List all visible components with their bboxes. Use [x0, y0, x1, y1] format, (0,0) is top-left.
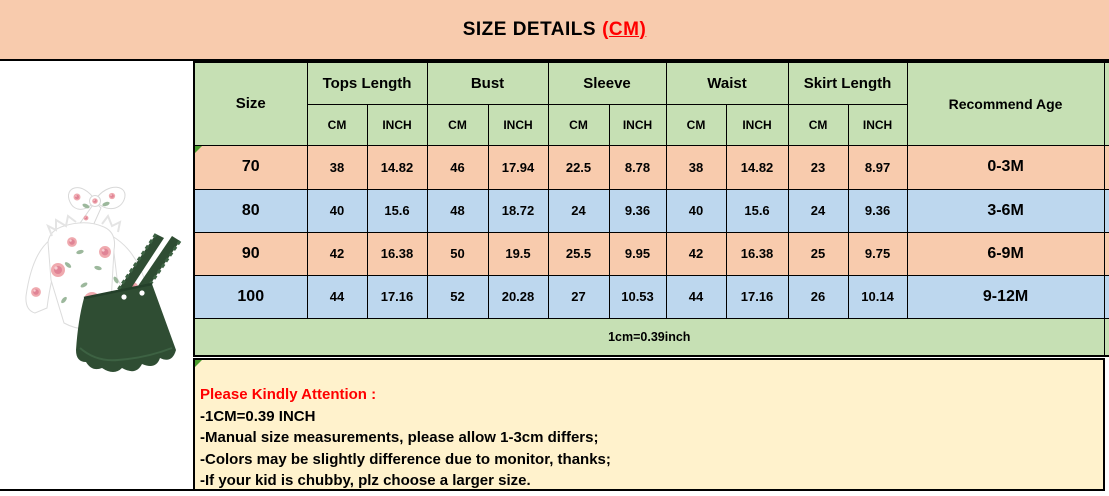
skirt-button — [139, 290, 145, 296]
cell-size: 100 — [193, 274, 308, 319]
cell-value: 38 — [306, 144, 368, 190]
subheader-inch: INCH — [487, 103, 549, 146]
cell-value: 26 — [787, 274, 849, 319]
cell-value: 25 — [787, 231, 849, 276]
cell-value: 10.53 — [608, 274, 667, 319]
cell-value: 23 — [787, 144, 849, 190]
cell-value: 10.14 — [847, 274, 908, 319]
cell-size: 70 — [193, 144, 308, 190]
cell-value: 46 — [426, 144, 489, 190]
table-edge-sliver — [1103, 231, 1109, 276]
product-photo-illustration — [25, 186, 182, 372]
page-title-unit: (CM) — [602, 18, 647, 40]
cell-value: 16.38 — [725, 231, 789, 276]
header-bust: Bust — [426, 61, 549, 105]
table-edge-sliver — [1103, 317, 1109, 357]
cell-value: 9.36 — [847, 188, 908, 233]
cell-value: 48 — [426, 188, 489, 233]
subheader-cm: CM — [426, 103, 489, 146]
cell-value: 9.36 — [608, 188, 667, 233]
cell-value: 15.6 — [366, 188, 428, 233]
header-size: Size — [193, 61, 308, 146]
table-row-size-70: 70 38 14.82 46 17.94 22.5 8.78 38 14.82 … — [193, 144, 1109, 190]
cell-value: 14.82 — [366, 144, 428, 190]
table-header-row: Size Tops Length Bust Sleeve Waist Skirt… — [193, 61, 1109, 146]
cell-value: 24 — [787, 188, 849, 233]
cell-value: 44 — [665, 274, 727, 319]
cell-value: 42 — [306, 231, 368, 276]
attention-box: Please Kindly Attention : -1CM=0.39 INCH… — [193, 358, 1105, 491]
cell-value: 15.6 — [725, 188, 789, 233]
subheader-cm: CM — [787, 103, 849, 146]
cell-value: 17.16 — [366, 274, 428, 319]
suspender-skirt-icon — [76, 233, 182, 372]
cell-value: 38 — [665, 144, 727, 190]
cell-value: 40 — [665, 188, 727, 233]
cell-value: 52 — [426, 274, 489, 319]
attention-line: -Colors may be slightly difference due t… — [200, 450, 611, 468]
header-sleeve: Sleeve — [547, 61, 667, 105]
cell-age: 3-6M — [906, 188, 1105, 233]
table-edge-sliver — [1103, 61, 1109, 146]
cell-value: 9.75 — [847, 231, 908, 276]
cell-value: 25.5 — [547, 231, 610, 276]
header-waist: Waist — [665, 61, 789, 105]
product-photo — [6, 170, 188, 388]
cell-value: 8.78 — [608, 144, 667, 190]
header-recommend-age: Recommend Age — [906, 61, 1105, 146]
cell-value: 17.94 — [487, 144, 549, 190]
cell-value: 8.97 — [847, 144, 908, 190]
subheader-inch: INCH — [725, 103, 789, 146]
subheader-cm: CM — [306, 103, 368, 146]
skirt-button — [121, 294, 127, 300]
cell-size: 90 — [193, 231, 308, 276]
page-title: SIZE DETAILS (CM) — [463, 19, 647, 41]
headband-bow-icon — [68, 186, 126, 229]
table-edge-sliver — [1103, 144, 1109, 190]
cell-age: 9-12M — [906, 274, 1105, 319]
cell-size: 80 — [193, 188, 308, 233]
cell-value: 9.95 — [608, 231, 667, 276]
cell-value: 50 — [426, 231, 489, 276]
table-row-size-90: 90 42 16.38 50 19.5 25.5 9.95 42 16.38 2… — [193, 231, 1109, 276]
table-row-size-80: 80 40 15.6 48 18.72 24 9.36 40 15.6 24 9… — [193, 188, 1109, 233]
cell-value: 27 — [547, 274, 610, 319]
cell-value: 18.72 — [487, 188, 549, 233]
table-row-size-100: 100 44 17.16 52 20.28 27 10.53 44 17.16 … — [193, 274, 1109, 319]
attention-line: -1CM=0.39 INCH — [200, 407, 316, 425]
cell-age: 6-9M — [906, 231, 1105, 276]
attention-line: -Manual size measurements, please allow … — [200, 429, 599, 446]
cell-value: 44 — [306, 274, 368, 319]
table-edge-sliver — [1103, 188, 1109, 233]
conversion-note: 1cm=0.39inch — [193, 317, 1105, 357]
size-table: Size Tops Length Bust Sleeve Waist Skirt… — [193, 61, 1109, 357]
cell-value: 22.5 — [547, 144, 610, 190]
banner: SIZE DETAILS (CM) — [0, 0, 1109, 61]
cell-age: 0-3M — [906, 144, 1105, 190]
cell-value: 19.5 — [487, 231, 549, 276]
bottom-border-line — [0, 489, 195, 491]
table-note-row: 1cm=0.39inch — [193, 317, 1109, 357]
cell-value: 16.38 — [366, 231, 428, 276]
header-skirt-length: Skirt Length — [787, 61, 908, 105]
cell-value: 40 — [306, 188, 368, 233]
header-tops-length: Tops Length — [306, 61, 428, 105]
subheader-cm: CM — [665, 103, 727, 146]
attention-title: Please Kindly Attention : — [200, 386, 377, 403]
subheader-cm: CM — [547, 103, 610, 146]
page-title-text: SIZE DETAILS — [462, 18, 597, 40]
cell-value: 14.82 — [725, 144, 789, 190]
cell-value: 20.28 — [487, 274, 549, 319]
table-subheader-row: CM INCH CM INCH CM INCH CM INCH CM INCH — [194, 103, 1109, 146]
subheader-inch: INCH — [608, 103, 667, 146]
cell-value: 17.16 — [725, 274, 789, 319]
cell-value: 42 — [665, 231, 727, 276]
subheader-inch: INCH — [366, 103, 428, 146]
subheader-inch: INCH — [847, 103, 908, 146]
cell-value: 24 — [547, 188, 610, 233]
attention-line: -If your kid is chubby, plz choose a lar… — [200, 472, 531, 489]
table-edge-sliver — [1103, 274, 1109, 319]
